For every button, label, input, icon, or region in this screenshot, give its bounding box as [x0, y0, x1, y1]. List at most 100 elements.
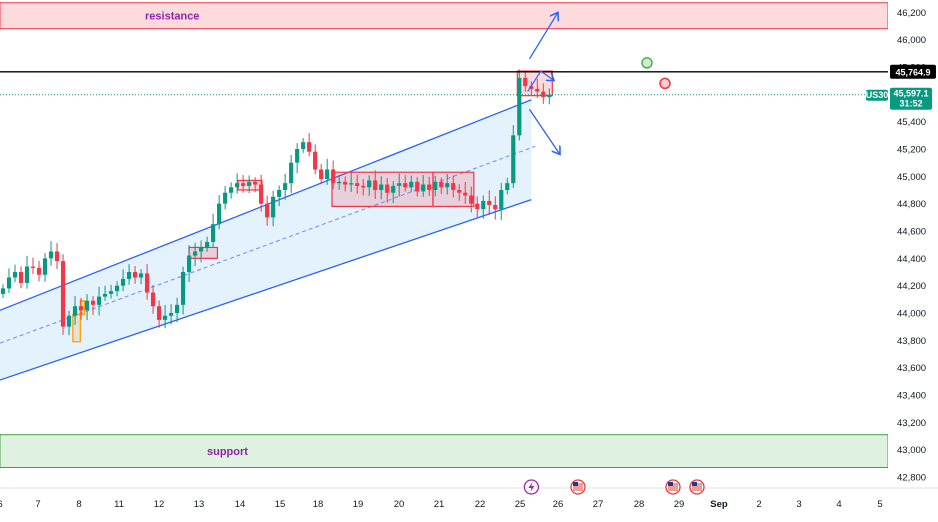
candle-body [325, 169, 330, 180]
candle-body [78, 306, 84, 311]
signal-marker [659, 77, 671, 90]
candle-body [469, 195, 474, 204]
x-tick-label: Sep [710, 499, 728, 510]
candle-body [138, 273, 144, 278]
flag-canton [692, 482, 697, 486]
price-lines [0, 71, 888, 96]
candle-body [445, 183, 450, 188]
y-tick-label: 45,200 [897, 144, 926, 155]
candle-body [24, 266, 30, 283]
candle-body [60, 261, 66, 327]
x-tick-label: 4 [836, 499, 841, 510]
candle-body [223, 192, 228, 204]
candle-body [241, 183, 246, 186]
candle-body [463, 192, 468, 196]
candle-body [535, 88, 540, 92]
symbol-badge[interactable] [866, 89, 888, 101]
candle-body [433, 181, 438, 191]
candles [0, 69, 552, 336]
candle-body [403, 183, 408, 188]
y-tick-label: 43,800 [897, 336, 926, 347]
candle-body [385, 184, 390, 193]
candle-body [295, 148, 300, 163]
candle-body [277, 190, 282, 197]
candle-body [451, 183, 456, 191]
y-tick-label: 44,000 [897, 309, 926, 320]
candle-body [355, 183, 360, 186]
candle-body [475, 203, 480, 210]
candle-body [205, 241, 210, 248]
x-tick-label: 28 [634, 499, 645, 510]
projection-arrows [527, 12, 561, 154]
y-tick-label: 45,000 [897, 172, 926, 183]
candle-body [523, 77, 528, 87]
price-badge [890, 87, 932, 110]
candle-body [199, 247, 204, 252]
y-tick-label: 43,600 [897, 363, 926, 374]
event-icons[interactable] [523, 479, 705, 495]
candle-body [174, 304, 180, 314]
y-tick-label: 46,000 [897, 35, 926, 46]
candle-body [66, 315, 72, 327]
projection-arrow [528, 108, 561, 154]
x-tick-label: 13 [194, 499, 205, 510]
us-flag-icon[interactable] [689, 479, 705, 495]
level-badge [890, 64, 936, 79]
candle-body [379, 184, 384, 191]
candle-body [439, 181, 444, 188]
candle-body [30, 266, 36, 268]
x-tick-label: 27 [593, 499, 604, 510]
x-tick-label: 21 [434, 499, 445, 510]
candle-body [229, 187, 234, 193]
candle-body [283, 183, 288, 191]
x-tick-label: 20 [394, 499, 405, 510]
y-tick-label: 43,400 [897, 391, 926, 402]
symbol-badge-text: US30 [866, 90, 889, 100]
x-tick-label: 25 [515, 499, 526, 510]
candle-body [72, 306, 78, 316]
time-axis[interactable]: 6 7 8 11 12 13 14 15 18 19 20 21 22 25 26 27 28 29 Sep 2 3 4 5 [0, 487, 938, 510]
candle-body [487, 200, 492, 206]
candle-body [517, 77, 522, 136]
candle-body [493, 205, 498, 210]
candle-body [12, 272, 18, 278]
candle-body [162, 315, 168, 320]
projection-zigzag [527, 70, 555, 92]
candle-body [132, 272, 138, 278]
y-tick-label: 45,400 [897, 117, 926, 128]
candle-body [391, 185, 396, 193]
x-tick-label: 14 [235, 499, 246, 510]
level-badge-text: 45,764.9 [895, 67, 930, 77]
candle-body [42, 258, 48, 275]
x-tick-label: 18 [313, 499, 324, 510]
x-tick-label: 3 [796, 499, 801, 510]
support-label: support [207, 446, 248, 458]
flag-canton [573, 482, 578, 486]
support-zone [0, 434, 889, 468]
candle-body [331, 169, 336, 184]
x-tick-label: 12 [154, 499, 165, 510]
resistance-label: resistance [145, 11, 199, 23]
candle-body [349, 183, 354, 185]
x-tick-label: 5 [877, 499, 882, 510]
candle-body [319, 169, 324, 180]
y-tick-label: 44,800 [897, 199, 926, 210]
x-tick-label: 8 [76, 499, 81, 510]
candle-body [505, 183, 510, 191]
candle-body [235, 183, 240, 188]
candle-body [108, 291, 114, 294]
candle-body [217, 203, 222, 225]
price-axis[interactable]: 42,800 43,000 43,200 43,400 43,600 43,800 44,0… [866, 0, 938, 522]
us-flag-icon[interactable] [570, 479, 586, 495]
candle-body [289, 162, 294, 184]
us-flag-icon[interactable] [665, 479, 681, 495]
candle-body [427, 184, 432, 191]
candle-body [499, 190, 504, 210]
markers [641, 57, 671, 90]
candle-body [313, 151, 318, 170]
projection-arrow [528, 12, 559, 60]
candle-body [0, 288, 6, 294]
y-tick-label: 43,000 [897, 445, 926, 456]
candle-body [126, 272, 132, 279]
